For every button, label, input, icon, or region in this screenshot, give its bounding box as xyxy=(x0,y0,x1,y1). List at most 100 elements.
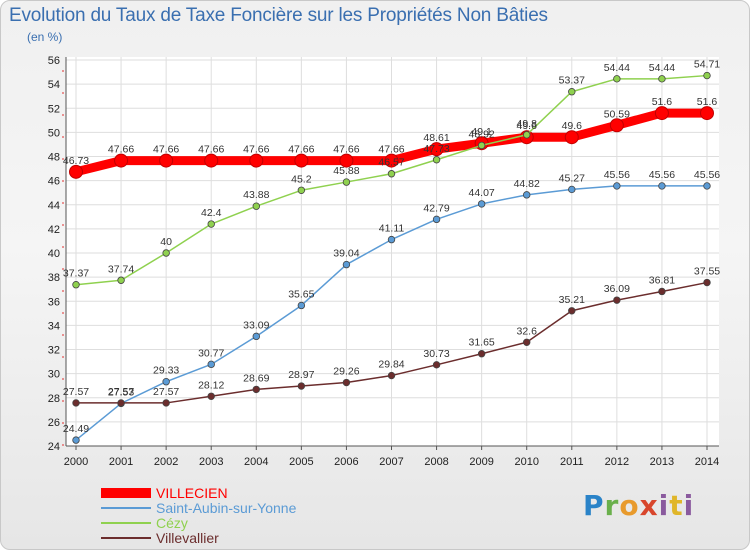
data-point xyxy=(384,153,399,168)
y-tick-label: 48 xyxy=(48,152,60,164)
data-label: 41.11 xyxy=(379,223,405,235)
data-label: 54.71 xyxy=(694,59,720,71)
series-1 xyxy=(72,182,711,444)
data-label: 47.66 xyxy=(288,144,314,156)
data-point xyxy=(523,338,531,346)
data-point xyxy=(207,392,215,401)
data-label: 44.07 xyxy=(469,187,495,199)
data-label: 37.37 xyxy=(63,268,89,280)
data-label: 42.4 xyxy=(201,207,222,219)
data-label: 54.44 xyxy=(649,62,675,74)
x-tick-label: 2006 xyxy=(334,456,358,468)
data-label: 27.57 xyxy=(153,386,179,398)
x-tick-label: 2000 xyxy=(64,456,88,468)
data-point xyxy=(564,130,579,145)
y-tick-label: 28 xyxy=(48,393,60,405)
data-point xyxy=(69,164,83,179)
data-point xyxy=(703,71,711,80)
data-label: 49.6 xyxy=(516,120,537,132)
x-tick-label: 2003 xyxy=(199,456,223,468)
data-label: 37.55 xyxy=(694,266,720,278)
data-label: 53.37 xyxy=(559,75,585,87)
y-tick-label: 54 xyxy=(48,79,60,91)
x-tick-label: 2010 xyxy=(514,456,538,468)
x-tick-label: 2012 xyxy=(605,456,629,468)
data-point xyxy=(477,141,486,150)
data-label: 47.66 xyxy=(243,144,269,156)
series-3 xyxy=(72,278,711,407)
data-label: 50.59 xyxy=(604,108,630,120)
data-label: 31.65 xyxy=(469,337,495,349)
legend-swatch xyxy=(101,507,151,509)
x-tick-label: 2004 xyxy=(244,456,268,468)
data-label: 49.8 xyxy=(516,118,537,130)
data-label: 43.88 xyxy=(243,189,269,201)
x-tick-label: 2013 xyxy=(650,456,674,468)
data-point xyxy=(72,436,80,444)
data-label: 30.77 xyxy=(198,347,224,359)
data-point xyxy=(249,153,264,168)
data-label: 30.73 xyxy=(423,348,449,360)
labels-3: 27.57 27.57 27.57 28.12 28.69 28.97 29.26 29.84… xyxy=(63,266,720,398)
plot-background xyxy=(66,57,719,446)
data-point xyxy=(568,88,576,96)
x-tick-label: 2009 xyxy=(469,456,493,468)
data-point xyxy=(613,182,621,190)
data-label: 33.09 xyxy=(243,319,269,331)
labels-2: 37.37 37.74 40 42.4 43.88 45.2 45.88 46.57 47.73… xyxy=(63,59,720,280)
proxiti-logo: Proxiti xyxy=(583,489,695,522)
data-point xyxy=(432,156,441,164)
data-point xyxy=(207,360,215,369)
x-tick-label: 2007 xyxy=(379,456,403,468)
data-point xyxy=(613,75,621,83)
data-label: 49.1 xyxy=(471,126,492,138)
data-label: 27.57 xyxy=(108,386,134,398)
data-label: 48.92 xyxy=(469,128,495,140)
data-point xyxy=(162,399,170,407)
data-point xyxy=(72,281,80,289)
data-point xyxy=(387,371,396,380)
data-label: 28.97 xyxy=(288,369,314,381)
data-label: 45.88 xyxy=(333,165,359,177)
data-label: 27.53 xyxy=(108,386,134,398)
x-tick-label: 2002 xyxy=(154,456,178,468)
data-label: 29.84 xyxy=(378,359,404,371)
data-point xyxy=(432,361,441,369)
data-point xyxy=(609,118,624,133)
data-label: 37.74 xyxy=(108,263,134,275)
data-label: 47.66 xyxy=(153,144,179,156)
data-label: 48.61 xyxy=(423,132,449,144)
data-point xyxy=(207,220,215,228)
legend-swatch xyxy=(101,522,151,524)
data-point xyxy=(204,153,219,168)
data-point xyxy=(613,296,621,304)
y-tick-label: 34 xyxy=(48,320,60,332)
data-label: 54.44 xyxy=(604,62,630,74)
chart-subtitle: (en %) xyxy=(27,30,63,44)
data-point xyxy=(387,235,396,244)
data-label: 36.09 xyxy=(604,283,630,295)
data-label: 47.73 xyxy=(423,143,449,155)
data-point xyxy=(429,142,444,157)
chart-title: Evolution du Taux de Taxe Foncière sur l… xyxy=(9,5,548,26)
data-point xyxy=(297,301,306,310)
data-point xyxy=(654,106,669,121)
y-tick-label: 26 xyxy=(48,417,60,429)
y-tick-label: 32 xyxy=(48,345,60,357)
x-tick-label: 2001 xyxy=(109,456,133,468)
data-label: 45.56 xyxy=(694,169,720,181)
y-tick-label: 44 xyxy=(48,200,60,212)
data-point xyxy=(477,350,486,358)
y-tick-label: 38 xyxy=(48,272,60,284)
series-2 xyxy=(72,71,711,289)
y-tick-label: 36 xyxy=(48,296,60,308)
data-label: 47.66 xyxy=(378,144,404,156)
plot-area: 24 26 28 30 32 34 36 38 40 42 44 46 48 50 52 54 56 2000 20… xyxy=(48,55,719,468)
data-point xyxy=(658,287,666,296)
legend-label: Saint-Aubin-sur-Yonne xyxy=(156,500,297,516)
legend-label: VILLECIEN xyxy=(156,485,228,501)
data-point xyxy=(162,378,170,386)
data-label: 28.69 xyxy=(243,372,269,384)
y-tick-label: 42 xyxy=(48,224,60,236)
